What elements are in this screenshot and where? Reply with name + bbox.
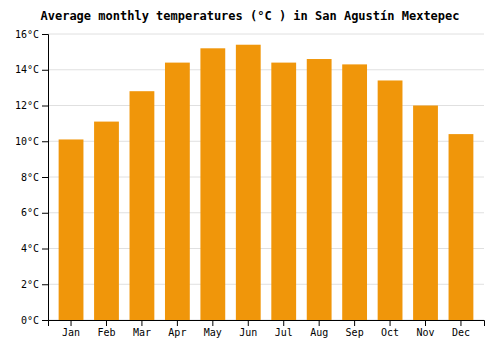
tick-mark — [42, 141, 48, 142]
tick: Feb — [97, 320, 115, 338]
tick: 12°C — [15, 100, 48, 111]
grid-line — [48, 34, 484, 35]
tick-mark — [42, 284, 48, 285]
tick: 8°C — [21, 172, 48, 183]
tick-label: 12°C — [15, 100, 39, 111]
tick-label: Nov — [416, 327, 434, 338]
bar — [342, 64, 367, 320]
title: Average monthly temperatures (°C ) in Sa… — [40, 9, 459, 23]
tick-label: 8°C — [21, 172, 39, 183]
tick: 10°C — [15, 136, 48, 147]
grid — [48, 34, 484, 320]
tick-mark — [212, 320, 213, 326]
tick: May — [204, 320, 222, 338]
tick-label: 6°C — [21, 207, 39, 218]
bar — [94, 122, 119, 320]
tick: 4°C — [21, 243, 48, 254]
tick: 16°C — [15, 29, 48, 40]
tick-label: May — [204, 327, 222, 338]
tick-mark — [141, 320, 142, 326]
axis-line — [42, 35, 49, 321]
bars — [59, 45, 474, 320]
tick-mark — [283, 320, 284, 326]
tick-mark — [42, 177, 48, 178]
tick-mark — [42, 320, 48, 321]
tick: Aug — [310, 320, 328, 338]
bar — [130, 91, 155, 320]
tick-label: 10°C — [15, 136, 39, 147]
tick-label: 14°C — [15, 64, 39, 75]
tick: Jul — [275, 320, 293, 338]
tick-mark — [248, 320, 249, 326]
tick-label: 2°C — [21, 279, 39, 290]
bar — [236, 45, 261, 320]
tick-label: Jul — [275, 327, 293, 338]
tick: Mar — [133, 320, 151, 338]
tick-label: Sep — [346, 327, 364, 338]
tick-label: Jan — [62, 327, 80, 338]
tick-label: Apr — [168, 327, 186, 338]
tick-mark — [425, 320, 426, 326]
tick-label: Jun — [239, 327, 257, 338]
bar — [200, 48, 225, 320]
tick-label: Dec — [452, 327, 470, 338]
bar — [378, 80, 403, 320]
tick: Jun — [239, 320, 257, 338]
tick: Sep — [346, 320, 364, 338]
tick-mark — [42, 106, 48, 107]
tick-mark — [319, 320, 320, 326]
tick: Jan — [62, 320, 80, 338]
tick-mark — [71, 320, 72, 326]
tick-label: Oct — [381, 327, 399, 338]
x-axis: Jan Feb Mar Apr May Jun Jul Aug Sep Oct Nov Dec — [49, 320, 485, 338]
tick: 0°C — [21, 315, 48, 326]
tick-mark — [106, 320, 107, 326]
tick: Oct — [381, 320, 399, 338]
tick: 2°C — [21, 279, 48, 290]
tick-mark — [354, 320, 355, 326]
tick-label: 0°C — [21, 315, 39, 326]
tick-label: 16°C — [15, 29, 39, 40]
bar — [449, 134, 474, 320]
tick-mark — [42, 34, 48, 35]
y-axis: 0°C 2°C 4°C 6°C 8°C 10°C 12°C 14°C 16°C — [15, 29, 49, 326]
tick-mark — [42, 249, 48, 250]
tick: Apr — [168, 320, 186, 338]
plot: 0°C 2°C 4°C 6°C 8°C 10°C 12°C 14°C 16°C Jan Feb Mar… — [15, 29, 485, 338]
tick-label: Aug — [310, 327, 328, 338]
tick: 14°C — [15, 64, 48, 75]
tick-mark — [390, 320, 391, 326]
tick-mark — [42, 70, 48, 71]
tick-mark — [177, 320, 178, 326]
tick-mark — [460, 320, 461, 326]
grid-line — [48, 69, 484, 70]
tick: Dec — [452, 320, 470, 338]
tick: Nov — [416, 320, 434, 338]
bar — [59, 139, 84, 320]
axis-line — [49, 321, 485, 327]
bar — [271, 63, 296, 320]
tick-mark — [42, 213, 48, 214]
bar — [165, 63, 190, 320]
bar — [307, 59, 332, 320]
tick-label: Feb — [97, 327, 115, 338]
tick: 6°C — [21, 207, 48, 218]
tick-label: Mar — [133, 327, 151, 338]
chart: 0°C 2°C 4°C 6°C 8°C 10°C 12°C 14°C 16°C Jan Feb Mar… — [0, 0, 500, 350]
tick-label: 4°C — [21, 243, 39, 254]
bar — [413, 106, 438, 321]
